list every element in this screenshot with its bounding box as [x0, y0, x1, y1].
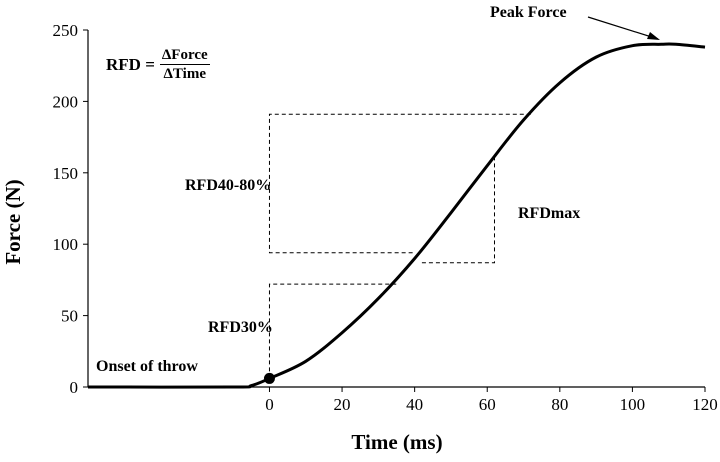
- force-curve-group: [87, 42, 706, 389]
- rfdmax-bracket: [421, 155, 495, 264]
- rfdmax-label: RFDmax: [518, 205, 580, 222]
- x-tick-label: 40: [406, 395, 423, 414]
- formula-fraction: ΔForce ΔTime: [159, 46, 210, 83]
- rfd30-label: RFD30%: [208, 319, 273, 336]
- x-tick-label: 20: [334, 395, 351, 414]
- onset-label: Onset of throw: [96, 358, 198, 375]
- y-tick-label: 200: [53, 92, 79, 111]
- peak-force-label: Peak Force: [490, 4, 567, 21]
- y-tick-label: 150: [53, 164, 79, 183]
- y-tick-label: 250: [53, 21, 79, 40]
- peak-force-arrowhead: [647, 32, 660, 40]
- rfd30-bracket: [268, 283, 397, 379]
- rfd40-80-bracket: [268, 113, 531, 254]
- formula-lhs: RFD =: [106, 54, 155, 74]
- x-tick-label: 80: [551, 395, 568, 414]
- x-axis-title: Time (ms): [351, 430, 442, 454]
- y-tick-label: 0: [70, 378, 79, 397]
- rfd-boxes: [268, 113, 531, 379]
- y-tick-label: 100: [53, 235, 79, 254]
- formula-denominator: ΔTime: [163, 66, 206, 82]
- y-axis-title: Force (N): [1, 179, 25, 264]
- onset-marker: [263, 372, 275, 384]
- rfd40-80-label: RFD40-80%: [185, 177, 271, 194]
- rfd-formula: RFD = ΔForce ΔTime: [106, 46, 210, 83]
- axes: 0 50 100 150 200 250 0 20 40 60 80 100 120: [53, 21, 718, 414]
- x-tick-label: 0: [265, 395, 274, 414]
- formula-numerator: ΔForce: [159, 47, 210, 65]
- x-tick-label: 120: [692, 395, 718, 414]
- y-tick-label: 50: [61, 307, 78, 326]
- x-tick-label: 100: [620, 395, 646, 414]
- x-tick-label: 60: [479, 395, 496, 414]
- peak-force-arrow: [587, 16, 659, 40]
- force-curve-line: [87, 42, 706, 389]
